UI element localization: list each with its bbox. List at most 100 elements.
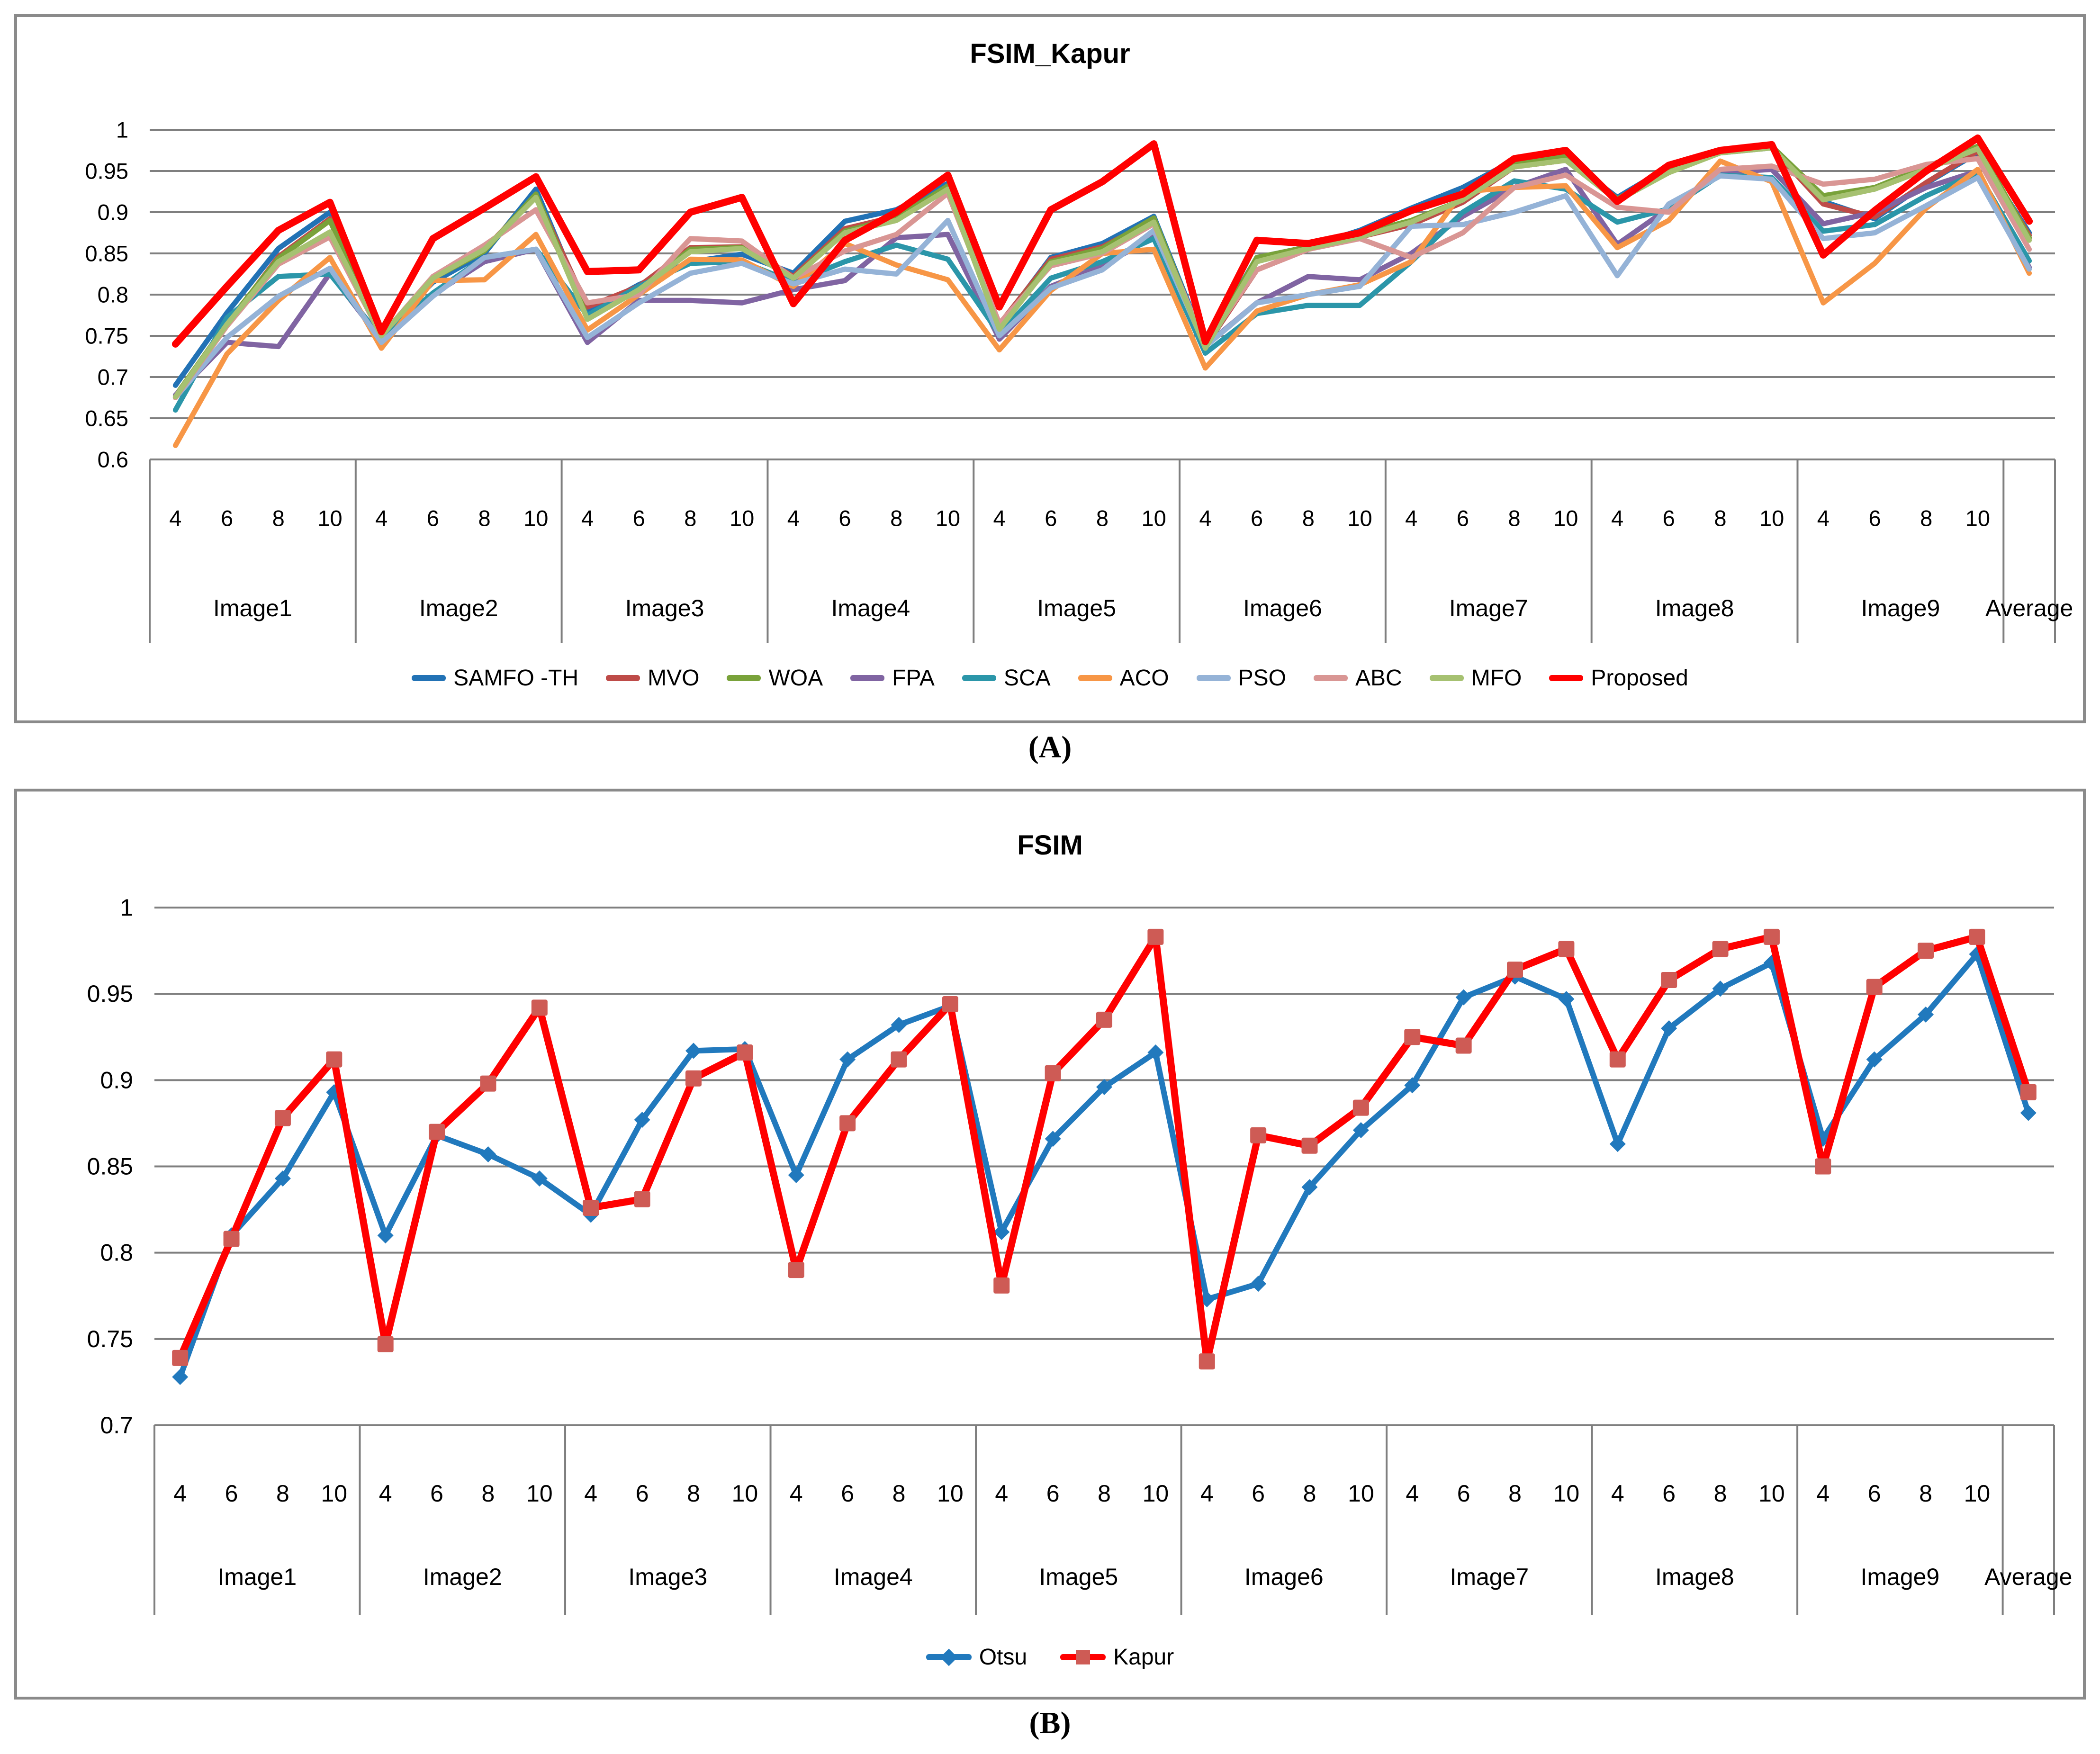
x-threshold-label: 6	[1663, 506, 1675, 531]
x-group-label: Image2	[419, 595, 498, 621]
marker-square	[326, 1051, 342, 1068]
x-threshold-label: 10	[317, 506, 342, 531]
x-threshold-label: 8	[892, 1480, 906, 1507]
marker-square	[429, 1124, 445, 1140]
x-threshold-label: 4	[995, 1480, 1008, 1507]
x-threshold-label: 4	[173, 1480, 187, 1507]
series-line-Kapur	[176, 933, 2032, 1365]
x-threshold-label: 4	[787, 506, 800, 531]
y-tick-label: 0.6	[98, 447, 128, 472]
x-threshold-label: 6	[633, 506, 645, 531]
x-threshold-label: 10	[1758, 1480, 1785, 1507]
x-threshold-label: 10	[937, 1480, 964, 1507]
x-threshold-label: 6	[838, 506, 851, 531]
marker-diamond	[274, 1170, 291, 1187]
legend-label: PSO	[1238, 666, 1287, 691]
x-threshold-label: 4	[375, 506, 388, 531]
marker-diamond	[891, 1016, 907, 1033]
x-threshold-label: 6	[221, 506, 233, 531]
marker-square	[1969, 928, 1985, 945]
x-threshold-label: 10	[1553, 506, 1578, 531]
x-threshold-label: 6	[1868, 1480, 1881, 1507]
y-tick-label: 0.65	[85, 406, 128, 431]
legend-item-MFO: MFO	[1429, 665, 1522, 691]
marker-diamond	[531, 1170, 548, 1187]
x-threshold-label: 6	[430, 1480, 443, 1507]
x-threshold-label: 4	[584, 1480, 597, 1507]
marker-diamond	[1147, 1044, 1164, 1061]
x-threshold-label: 8	[1303, 1480, 1316, 1507]
marker-square	[788, 1262, 804, 1278]
marker-diamond	[1096, 1079, 1112, 1095]
marker-diamond	[1404, 1077, 1421, 1094]
y-tick-label: 0.75	[85, 324, 128, 349]
x-threshold-label: 6	[1662, 1480, 1676, 1507]
x-group-label: Image4	[831, 595, 910, 621]
x-threshold-label: 10	[523, 506, 548, 531]
marker-diamond	[1712, 980, 1729, 997]
marker-square	[891, 1051, 907, 1068]
chart-b-legend: Otsu Kapur	[17, 1644, 2083, 1670]
marker-square	[634, 1191, 650, 1207]
x-threshold-label: 4	[169, 506, 181, 531]
x-threshold-label: 10	[1964, 1480, 1991, 1507]
x-threshold-label: 6	[1046, 1480, 1060, 1507]
x-threshold-label: 8	[1302, 506, 1315, 531]
marker-square	[1455, 1037, 1472, 1054]
x-threshold-label: 8	[1508, 506, 1521, 531]
marker-diamond	[1918, 1006, 1934, 1023]
x-threshold-label: 4	[790, 1480, 803, 1507]
marker-square	[1609, 1051, 1626, 1068]
y-tick-label: 0.9	[100, 1067, 133, 1093]
marker-square	[1147, 928, 1164, 945]
legend-label: SAMFO -TH	[453, 666, 579, 691]
x-threshold-label: 8	[890, 506, 902, 531]
x-threshold-label: 4	[1611, 1480, 1624, 1507]
marker-square	[1712, 941, 1729, 957]
marker-diamond	[1609, 1136, 1626, 1152]
x-threshold-label: 6	[1045, 506, 1057, 531]
x-threshold-label: 10	[936, 506, 960, 531]
x-group-label: Image8	[1655, 595, 1734, 621]
x-threshold-label: 10	[1759, 506, 1784, 531]
x-threshold-label: 6	[636, 1480, 649, 1507]
x-threshold-label: 10	[1143, 1480, 1169, 1507]
x-group-label: Image6	[1244, 1564, 1324, 1590]
x-threshold-label: 10	[732, 1480, 758, 1507]
legend-swatch-Proposed	[1549, 675, 1584, 681]
legend-item-ACO: ACO	[1078, 665, 1169, 691]
legend-label: Otsu	[979, 1645, 1027, 1670]
marker-square	[1352, 1099, 1369, 1116]
marker-square	[1096, 1011, 1112, 1028]
marker-square	[1301, 1137, 1318, 1154]
chart-a-panel: FSIM_Kapur 1 0.95 0.9 0.85 0.8 0.75 0.7 0.65 0.6…	[14, 14, 2086, 723]
x-group-label: Image1	[217, 1564, 297, 1590]
x-group-label: Average	[1985, 595, 2073, 621]
x-threshold-label: 8	[684, 506, 696, 531]
marker-diamond	[1558, 991, 1575, 1007]
x-group-label: Image7	[1450, 1564, 1529, 1590]
legend-swatch-Kapur	[1060, 1650, 1106, 1664]
marker-diamond	[993, 1223, 1010, 1240]
x-threshold-label: 4	[1406, 1480, 1419, 1507]
marker-diamond	[1250, 1276, 1267, 1292]
chart-b-title: FSIM	[1017, 830, 1083, 861]
legend-label: SCA	[1003, 666, 1051, 691]
legend-swatch-WOA	[727, 675, 761, 681]
marker-square	[531, 999, 548, 1016]
marker-diamond	[1866, 1051, 1883, 1068]
marker-square	[839, 1115, 856, 1132]
x-threshold-label: 8	[478, 506, 490, 531]
marker-square	[1199, 1353, 1215, 1370]
x-threshold-label: 8	[272, 506, 285, 531]
marker-square	[1404, 1029, 1421, 1045]
legend-swatch-ACO	[1078, 675, 1112, 681]
marker-square	[737, 1044, 753, 1061]
x-threshold-label: 10	[526, 1480, 553, 1507]
marker-square	[1045, 1065, 1061, 1081]
legend-swatch-MFO	[1429, 675, 1464, 681]
series-line-PSO	[172, 173, 2032, 400]
x-threshold-label: 8	[1714, 1480, 1727, 1507]
legend-swatch-Otsu	[926, 1648, 972, 1666]
x-threshold-label: 10	[1553, 1480, 1580, 1507]
